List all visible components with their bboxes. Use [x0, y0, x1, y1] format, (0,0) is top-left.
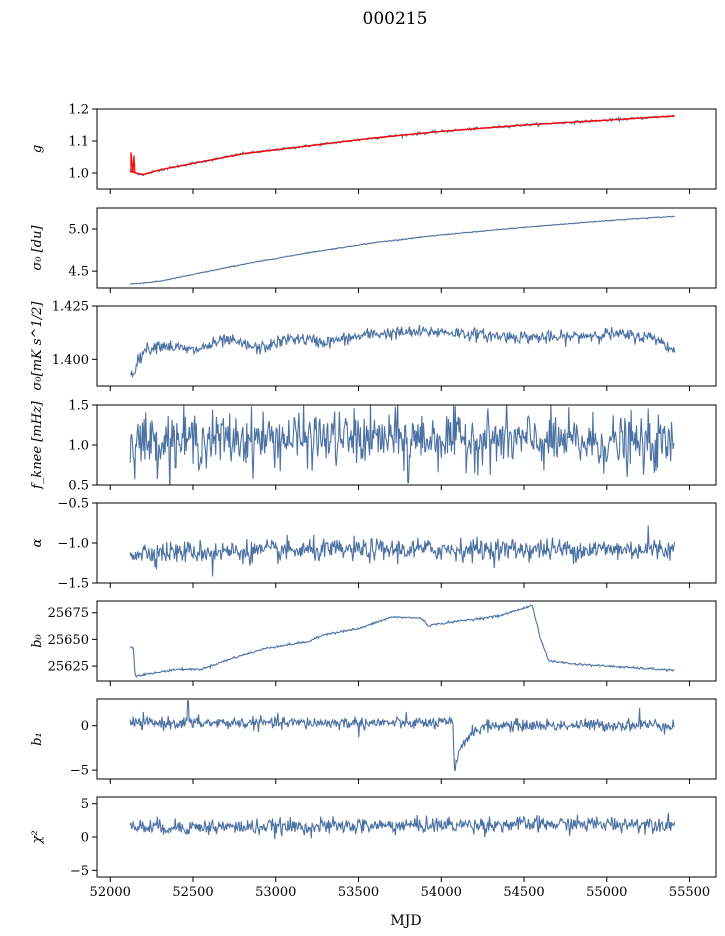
y-axis-label-b1: b₁: [30, 732, 45, 746]
x-axis-label: MJD: [390, 913, 421, 929]
series-line-b1: [129, 700, 675, 772]
y-axis-label-sigma0_mks: σ₀[mK s^1/2]: [30, 301, 45, 391]
panel-sigma0: 4.5 5.0 σ₀ [du]: [30, 207, 717, 293]
ytick-label-alpha: −0.5: [57, 497, 89, 512]
ytick-label-b0: 25675: [48, 606, 89, 621]
panel-sigma0_mks: 1.400 1.425 σ₀[mK s^1/2]: [30, 300, 717, 391]
xtick-label: 52500: [172, 885, 213, 900]
ytick-label-fknee: 0.5: [68, 479, 89, 494]
ytick-label-alpha: −1.0: [57, 537, 89, 552]
y-axis-label-b0: b₀: [30, 633, 45, 647]
y-axis-label-alpha: α: [30, 538, 45, 547]
ytick-label-g: 1.2: [68, 103, 89, 118]
panel-chi2: −5 0 5 52000 52500 53000 53500 54000 54500 55000 5…: [30, 796, 717, 900]
xtick-label: 54500: [503, 885, 544, 900]
xtick-label: 53500: [338, 885, 379, 900]
ytick-label-alpha: −1.5: [57, 577, 89, 592]
ytick-label-fknee: 1.0: [68, 439, 89, 454]
y-axis-label-chi2: χ²: [30, 830, 45, 844]
panel-g: 1.0 1.1 1.2 g: [30, 103, 717, 194]
series-line-fknee: [129, 405, 675, 485]
ytick-label-fknee: 1.5: [68, 399, 89, 414]
axes-frame-chi2: [96, 796, 717, 878]
series-line-b0: [129, 604, 675, 678]
ytick-label-b1: −5: [70, 764, 89, 779]
ytick-label-b0: 25625: [48, 660, 89, 675]
ytick-label-chi2: −5: [70, 864, 89, 879]
series-line-alpha: [129, 525, 676, 577]
xtick-label: 55500: [669, 885, 710, 900]
panels: 1.0 1.1 1.2 g 4.5 5.0 σ₀ [du] 1.400 1.425 σ₀[mK s…: [30, 103, 717, 900]
y-axis-label-sigma0: σ₀ [du]: [30, 225, 45, 271]
ytick-label-chi2: 0: [81, 831, 89, 846]
ytick-label-b1: 0: [81, 719, 89, 734]
axes-frame-sigma0_mks: [96, 305, 717, 387]
ytick-label-g: 1.1: [68, 135, 89, 150]
ytick-label-g: 1.0: [68, 167, 89, 182]
y-axis-label-fknee: f_knee [mHz]: [30, 400, 45, 490]
series-line-sigma0: [130, 215, 675, 285]
series-line-g: [129, 114, 675, 177]
ytick-label-sigma0: 5.0: [68, 223, 89, 238]
panel-fknee: 0.5 1.0 1.5 f_knee [mHz]: [30, 399, 717, 494]
axes-frame-b0: [96, 600, 717, 682]
axes-frame-alpha: [96, 502, 717, 584]
fit-spike-g: [130, 152, 136, 174]
ytick-label-sigma0: 4.5: [68, 265, 89, 280]
fit-line-g: [129, 115, 675, 176]
y-axis-label-g: g: [30, 145, 45, 153]
axes-frame-b1: [96, 698, 717, 780]
ytick-label-chi2: 5: [81, 797, 89, 812]
axes-frame-g: [96, 108, 717, 190]
xtick-label: 55000: [586, 885, 627, 900]
series-line-sigma0_mks: [129, 324, 676, 378]
panel-alpha: −1.5 −1.0 −0.5 α: [30, 497, 717, 592]
xtick-label: 53000: [255, 885, 296, 900]
ytick-label-sigma0_mks: 1.425: [52, 300, 89, 315]
axes-frame-sigma0: [96, 207, 717, 289]
xtick-label: 52000: [90, 885, 131, 900]
figure-title: 000215: [363, 9, 428, 29]
panel-b1: −5 0 b₁: [30, 698, 717, 784]
ytick-label-sigma0_mks: 1.400: [52, 353, 89, 368]
series-line-chi2: [129, 812, 676, 840]
ytick-label-b0: 25650: [48, 633, 89, 648]
xtick-label: 54000: [421, 885, 462, 900]
